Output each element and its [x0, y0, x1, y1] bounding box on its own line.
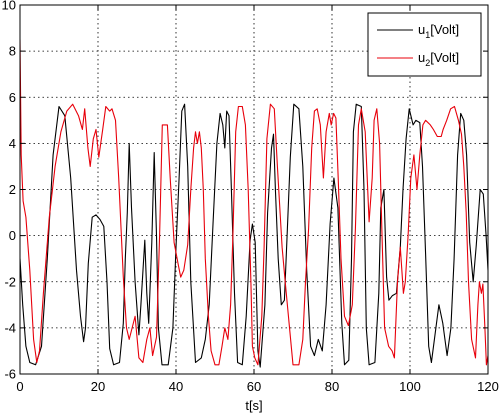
- y-tick-label-6: 6: [9, 90, 16, 105]
- y-tick-label-4: 4: [9, 136, 16, 151]
- x-tick-label-20: 20: [91, 379, 105, 394]
- x-tick-label-40: 40: [169, 379, 183, 394]
- y-axis-tick-labels: -6 -4 -2 0 2 4 6 8 10: [2, 0, 16, 382]
- y-tick-label-0: 0: [9, 228, 16, 243]
- x-axis-label: t[s]: [245, 398, 262, 413]
- y-tick-label-8: 8: [9, 44, 16, 59]
- y-tick-label--4: -4: [4, 320, 16, 335]
- tick-marks: [19, 4, 489, 375]
- y-tick-label-2: 2: [9, 182, 16, 197]
- y-tick-label--6: -6: [4, 367, 16, 382]
- x-tick-label-80: 80: [325, 379, 339, 394]
- y-tick-label-10: 10: [2, 0, 16, 13]
- legend-box: [367, 12, 482, 77]
- x-tick-label-100: 100: [399, 379, 421, 394]
- x-tick-label-60: 60: [247, 379, 261, 394]
- x-axis-tick-labels: 0 20 40 60 80 100 120: [16, 379, 498, 394]
- x-tick-label-0: 0: [16, 379, 23, 394]
- y-tick-label--2: -2: [4, 274, 16, 289]
- legend-label-u1: u1[Volt]: [418, 22, 459, 40]
- series-layer: [20, 39, 488, 368]
- legend: u1[Volt] u2[Volt]: [367, 12, 482, 77]
- series-line-u2: [20, 39, 488, 366]
- x-tick-label-120: 120: [477, 379, 499, 394]
- legend-label-u2: u2[Volt]: [418, 50, 459, 68]
- series-line-u1: [20, 103, 488, 368]
